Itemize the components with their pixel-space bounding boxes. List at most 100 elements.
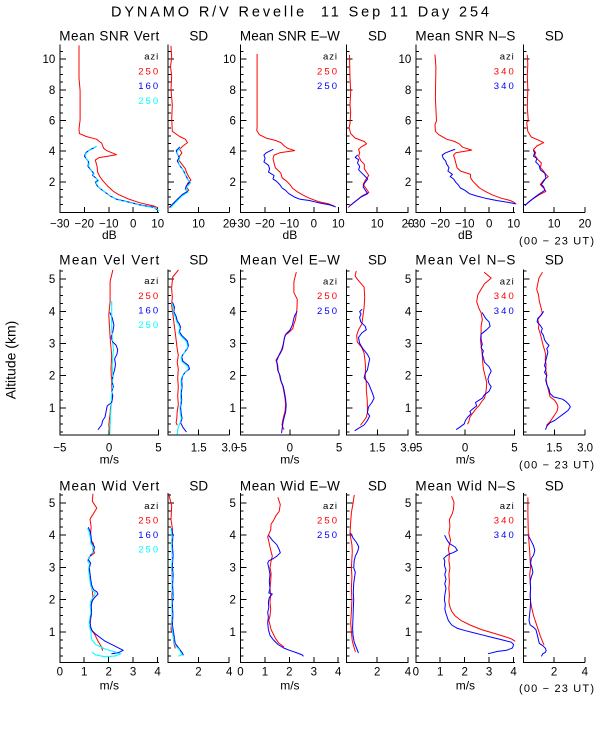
svg-text:1: 1 [262,667,268,679]
svg-text:−10: −10 [455,218,475,230]
svg-text:340: 340 [494,81,514,92]
svg-text:−20: −20 [255,218,275,230]
svg-text:Mean SNR Vert: Mean SNR Vert [59,29,159,44]
svg-text:−10: −10 [99,218,119,230]
svg-text:−5: −5 [234,443,247,455]
svg-text:4: 4 [154,667,161,679]
svg-text:5: 5 [49,498,55,510]
svg-text:1: 1 [405,403,411,415]
svg-text:4: 4 [405,530,412,542]
svg-text:3: 3 [405,562,411,574]
svg-text:4: 4 [582,667,589,679]
svg-text:250: 250 [317,291,337,302]
svg-text:SD: SD [368,479,387,494]
svg-text:2: 2 [229,177,235,189]
svg-text:1: 1 [81,667,87,679]
svg-text:4: 4 [405,667,412,679]
svg-text:(00 − 23 UT): (00 − 23 UT) [519,236,594,248]
svg-text:2: 2 [105,667,111,679]
svg-text:3: 3 [229,339,235,351]
svg-text:2: 2 [49,371,55,383]
svg-text:Mean Vel N–S: Mean Vel N–S [415,253,515,268]
svg-text:2: 2 [49,177,55,189]
svg-text:1: 1 [49,627,55,639]
svg-text:5: 5 [229,498,235,510]
svg-text:Mean Wid Vert: Mean Wid Vert [59,479,159,494]
svg-text:m/s: m/s [100,679,119,693]
svg-text:250: 250 [317,530,337,541]
svg-text:340: 340 [494,516,514,527]
svg-text:SD: SD [368,29,387,44]
svg-text:2: 2 [229,595,235,607]
svg-text:dB: dB [458,228,473,242]
svg-text:6: 6 [405,116,411,128]
svg-text:−30: −30 [406,218,426,230]
svg-text:160: 160 [138,530,158,541]
svg-text:−10: −10 [280,218,300,230]
svg-text:1: 1 [405,627,411,639]
svg-text:250: 250 [138,320,158,331]
svg-text:1.5: 1.5 [191,443,207,455]
svg-text:5: 5 [229,274,235,286]
svg-text:3: 3 [311,667,317,679]
svg-text:10: 10 [399,54,412,66]
svg-text:1.5: 1.5 [369,443,385,455]
svg-text:3.0: 3.0 [222,443,238,455]
svg-text:SD: SD [545,479,564,494]
svg-text:azi: azi [323,276,337,287]
svg-text:0: 0 [486,218,492,230]
svg-text:4: 4 [229,146,236,158]
svg-text:azi: azi [500,276,514,287]
svg-text:3: 3 [405,339,411,351]
svg-text:m/s: m/s [280,453,299,467]
svg-text:Mean Wid N–S: Mean Wid N–S [415,479,515,494]
svg-text:3: 3 [130,667,136,679]
svg-text:160: 160 [138,306,158,317]
svg-text:4: 4 [49,306,56,318]
svg-text:250: 250 [317,306,337,317]
svg-text:250: 250 [317,81,337,92]
svg-text:2: 2 [405,177,411,189]
svg-text:2: 2 [461,667,467,679]
svg-text:2: 2 [551,667,557,679]
svg-text:Mean Vel E–W: Mean Vel E–W [240,253,340,268]
svg-text:8: 8 [229,85,235,97]
svg-text:3.0: 3.0 [400,443,416,455]
svg-text:0: 0 [462,443,468,455]
svg-text:20: 20 [402,218,415,230]
svg-text:5: 5 [405,274,411,286]
svg-text:4: 4 [335,667,342,679]
svg-text:3: 3 [49,562,55,574]
svg-text:160: 160 [138,81,158,92]
svg-text:8: 8 [49,85,55,97]
svg-text:250: 250 [317,516,337,527]
svg-text:SD: SD [545,253,564,268]
svg-text:250: 250 [138,544,158,555]
svg-text:azi: azi [323,51,337,62]
svg-text:4: 4 [229,306,236,318]
svg-text:dB: dB [102,228,117,242]
svg-text:0: 0 [413,667,419,679]
svg-text:10: 10 [151,218,164,230]
svg-text:8: 8 [405,85,411,97]
svg-text:DYNAMO R/V Revelle 11 Sep 11: DYNAMO R/V Revelle 11 Sep 11 Day 254 [111,5,489,21]
svg-text:−30: −30 [231,218,251,230]
svg-text:1: 1 [229,403,235,415]
svg-text:m/s: m/s [456,679,475,693]
svg-text:0: 0 [130,218,136,230]
svg-text:azi: azi [144,276,158,287]
svg-text:2: 2 [374,667,380,679]
svg-text:5: 5 [336,443,342,455]
svg-text:5: 5 [405,498,411,510]
svg-text:azi: azi [144,501,158,512]
svg-text:4: 4 [49,530,56,542]
svg-text:3: 3 [229,562,235,574]
svg-text:10: 10 [223,54,236,66]
svg-text:20: 20 [579,218,592,230]
svg-text:10: 10 [507,218,520,230]
svg-text:340: 340 [494,66,514,77]
svg-text:250: 250 [138,66,158,77]
svg-text:azi: azi [144,51,158,62]
svg-text:5: 5 [155,443,161,455]
svg-text:1: 1 [49,403,55,415]
